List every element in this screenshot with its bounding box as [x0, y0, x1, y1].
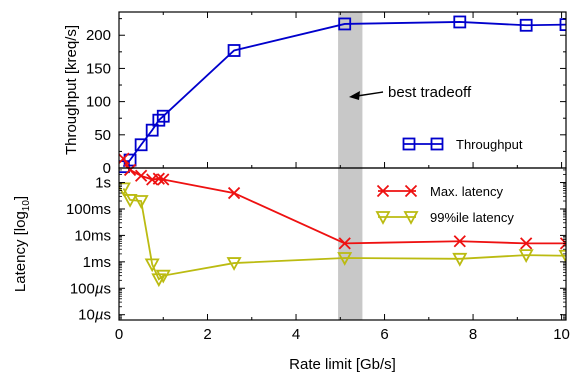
- latency-y-tick-label: 1ms: [83, 254, 111, 271]
- x-tick-label: 4: [292, 326, 300, 343]
- throughput-y-tick-label: 0: [103, 160, 111, 177]
- best-tradeoff-arrowhead: [349, 91, 360, 100]
- throughput-legend-marker-b: [430, 137, 444, 151]
- p99-latency-point-7: [337, 252, 353, 266]
- max-latency-point-8: [453, 235, 466, 248]
- throughput-legend-label: Throughput: [456, 137, 523, 152]
- x-tick-label: 8: [469, 326, 477, 343]
- max-latency-legend-marker-a: [376, 184, 390, 198]
- p99-latency-legend-marker-b: [403, 211, 419, 225]
- max-latency-point-2: [134, 169, 148, 182]
- max-latency-point-4: [152, 172, 165, 185]
- best-tradeoff-band: [338, 12, 363, 320]
- p99-latency-point-6: [226, 257, 242, 271]
- p99-latency-point-3: [144, 258, 160, 273]
- max-latency-point-7: [338, 237, 351, 250]
- throughput-y-tick-label: 50: [94, 127, 111, 144]
- x-tick-label: 0: [115, 326, 123, 343]
- max-latency-point-9: [520, 237, 533, 250]
- p99-latency-point-5: [155, 269, 171, 284]
- throughput-axis-title: Throughput [kreq/s]: [63, 25, 80, 155]
- p99-latency-point-9: [518, 249, 534, 263]
- x-tick-label: 10: [553, 326, 570, 343]
- max-latency-point-0: [119, 152, 130, 165]
- max-latency-legend-label: Max. latency: [430, 184, 503, 199]
- p99-latency-point-0: [119, 182, 131, 197]
- throughput-point-7: [338, 17, 352, 31]
- throughput-point-3: [145, 123, 159, 137]
- x-axis-title: Rate limit [Gb/s]: [289, 356, 396, 373]
- latency-frame: [118, 167, 567, 321]
- p99-latency-legend-label: 99%ile latency: [430, 210, 514, 225]
- p99-latency-legend-marker-a: [375, 211, 391, 225]
- throughput-point-10: [559, 18, 566, 32]
- p99-latency-point-1: [122, 194, 138, 208]
- latency-y-tick-label: 10µs: [78, 307, 111, 324]
- throughput-point-5: [156, 109, 170, 123]
- throughput-y-tick-label: 100: [86, 94, 111, 111]
- latency-y-tick-label: 10ms: [74, 227, 111, 244]
- max-latency-point-6: [227, 186, 241, 200]
- throughput-point-2: [134, 138, 148, 152]
- latency-y-tick-label: 100µs: [70, 280, 111, 297]
- x-tick-label: 6: [380, 326, 388, 343]
- best-tradeoff-arrow-shaft: [356, 91, 384, 97]
- throughput-y-tick-label: 200: [86, 27, 111, 44]
- throughput-point-6: [227, 44, 241, 57]
- p99-latency-point-10: [558, 249, 566, 264]
- throughput-legend-marker-a: [402, 137, 416, 151]
- p99-latency-point-2: [133, 195, 149, 209]
- max-latency-point-5: [157, 173, 170, 186]
- latency-axis-title: Latency [log10]: [12, 196, 32, 292]
- max-latency-point-10: [559, 237, 566, 250]
- throughput-point-4: [152, 113, 166, 127]
- x-tick-label: 2: [203, 326, 211, 343]
- latency-y-tick-label: 100ms: [66, 201, 111, 218]
- latency-y-tick-label: 1s: [95, 175, 111, 192]
- best-tradeoff-label: best tradeoff: [388, 84, 472, 101]
- throughput-y-tick-label: 150: [86, 60, 111, 77]
- max-latency-point-1: [123, 163, 137, 177]
- p99-latency-point-8: [452, 252, 468, 267]
- max-latency-legend-marker-b: [404, 184, 418, 198]
- throughput-point-9: [519, 18, 533, 32]
- throughput-point-8: [453, 15, 467, 29]
